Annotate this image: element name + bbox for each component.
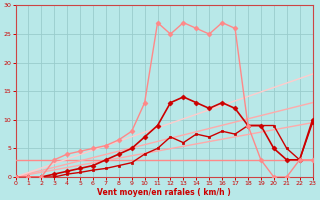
X-axis label: Vent moyen/en rafales ( km/h ): Vent moyen/en rafales ( km/h ) (97, 188, 231, 197)
